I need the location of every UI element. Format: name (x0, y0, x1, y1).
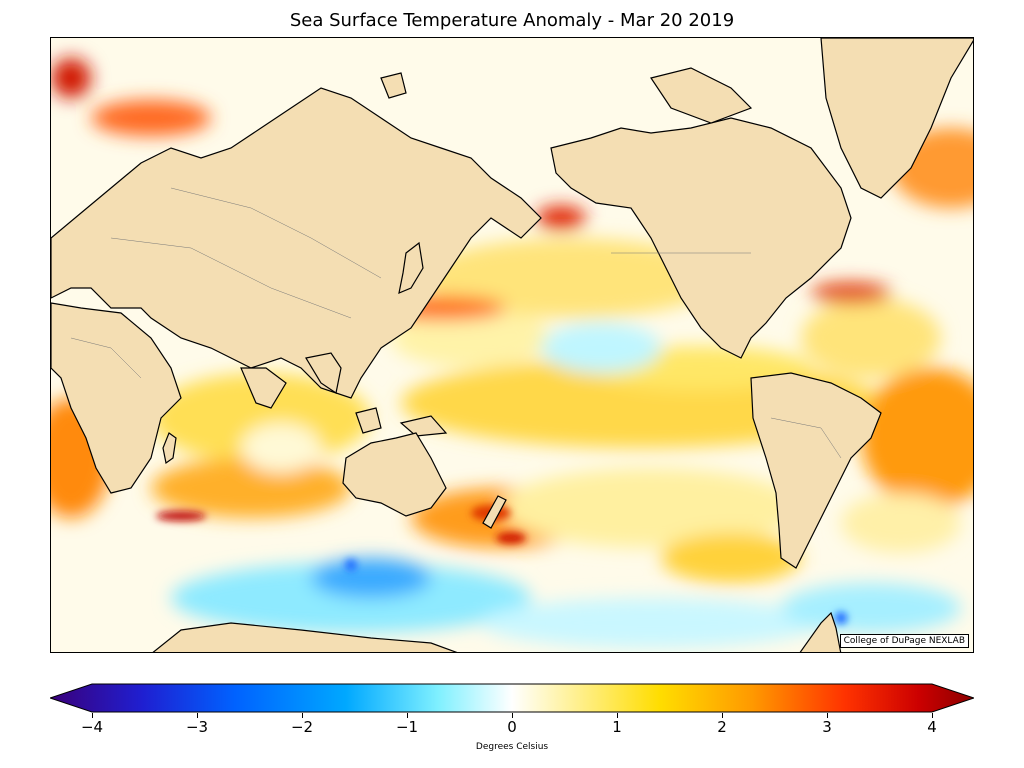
land-antarctica (152, 622, 458, 652)
colorbar-tick-label: 1 (612, 718, 622, 736)
colorbar-tick (617, 713, 618, 718)
colorbar-tick (407, 713, 408, 718)
sst-anomaly-map (51, 38, 973, 652)
colorbar-gradient (50, 683, 974, 713)
colorbar-tick-label: −4 (80, 718, 104, 736)
colorbar-tick-label: −3 (185, 718, 209, 736)
land-masses (51, 38, 973, 652)
land-antarctic-peninsula (799, 611, 842, 652)
map-panel: College of DuPage NEXLAB (50, 37, 974, 653)
land-north-america (550, 117, 852, 359)
land-japan (398, 241, 424, 294)
colorbar (50, 683, 974, 713)
colorbar-ticks: −4 −3 −2 −1 0 1 2 3 4 (0, 713, 1024, 743)
colorbar-tick-label: 3 (822, 718, 832, 736)
colorbar-tick-label: 0 (507, 718, 517, 736)
land-arctic-islands (650, 67, 753, 124)
land-indochina (305, 352, 342, 394)
colorbar-tick-label: 4 (927, 718, 937, 736)
colorbar-tick (512, 713, 513, 718)
land-india (240, 367, 287, 409)
colorbar-tick-label: −1 (395, 718, 419, 736)
colorbar-tick (827, 713, 828, 718)
colorbar-tick (722, 713, 723, 718)
colorbar-label: Degrees Celsius (475, 742, 549, 752)
land-new-guinea (399, 415, 448, 437)
land-greenland (820, 38, 973, 199)
credit-label: College of DuPage NEXLAB (839, 634, 969, 648)
land-borneo (355, 407, 382, 434)
colorbar-tick-label: −2 (290, 718, 314, 736)
country-borders (70, 187, 842, 459)
chart-title: Sea Surface Temperature Anomaly - Mar 20… (289, 10, 735, 31)
colorbar-tick-label: 2 (717, 718, 727, 736)
land-eurasia (51, 87, 542, 399)
land-madagascar (162, 432, 177, 465)
land-new-zealand (482, 495, 507, 529)
colorbar-tick (932, 713, 933, 718)
land-australia (342, 432, 447, 517)
land-south-america (750, 372, 882, 569)
colorbar-tick (197, 713, 198, 718)
colorbar-tick (302, 713, 303, 718)
colorbar-tick (92, 713, 93, 718)
land-africa (51, 302, 182, 494)
land-svalbard (380, 72, 407, 99)
